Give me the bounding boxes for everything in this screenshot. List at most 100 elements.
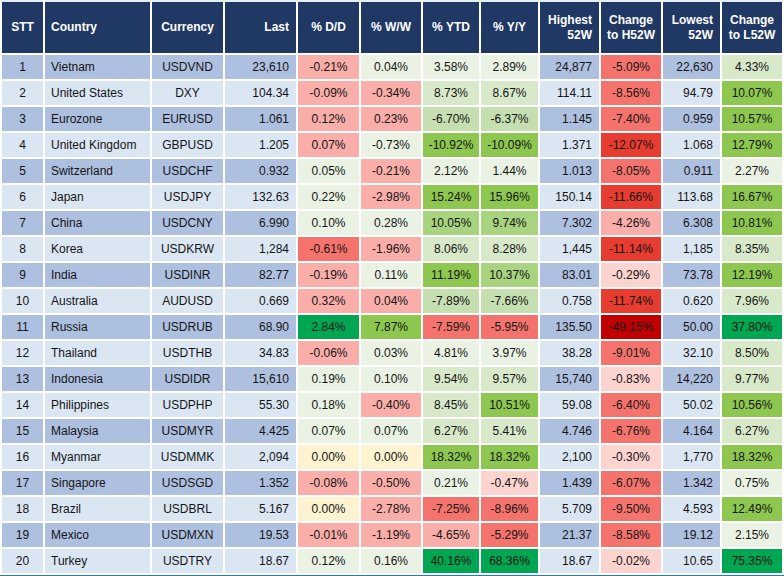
- cell-currency: USDKRW: [152, 237, 225, 263]
- cell-pct-dd: 0.00%: [298, 445, 361, 471]
- cell-pct-ytd: 40.16%: [423, 549, 481, 575]
- cell-last: 1.352: [225, 471, 298, 497]
- cell-lowest-52w: 0.959: [663, 107, 722, 133]
- cell-currency: USDCHF: [152, 159, 225, 185]
- cell-country: Vietnam: [45, 55, 152, 81]
- cell-pct-ytd: 3.58%: [423, 55, 481, 81]
- cell-chg-h52w: -9.01%: [601, 341, 663, 367]
- cell-currency: EURUSD: [152, 107, 225, 133]
- cell-pct-ww: -0.21%: [361, 159, 423, 185]
- cell-last: 1.061: [225, 107, 298, 133]
- cell-pct-yy: 9.74%: [481, 211, 540, 237]
- cell-lowest-52w: 94.79: [663, 81, 722, 107]
- cell-highest-52w: 150.14: [540, 185, 601, 211]
- cell-chg-l52w: 8.50%: [722, 341, 784, 367]
- cell-pct-ww: 0.16%: [361, 549, 423, 575]
- cell-pct-ww: 0.23%: [361, 107, 423, 133]
- cell-highest-52w: 1.145: [540, 107, 601, 133]
- cell-pct-dd: 0.05%: [298, 159, 361, 185]
- cell-pct-yy: -5.29%: [481, 523, 540, 549]
- column-header-pct-yy: % Y/Y: [481, 0, 540, 55]
- cell-country: United Kingdom: [45, 133, 152, 159]
- cell-pct-ytd: 0.21%: [423, 471, 481, 497]
- cell-country: India: [45, 263, 152, 289]
- cell-chg-l52w: 12.49%: [722, 497, 784, 523]
- table-row: 20TurkeyUSDTRY18.670.12%0.16%40.16%68.36…: [0, 549, 784, 575]
- cell-currency: USDTHB: [152, 341, 225, 367]
- cell-chg-h52w: -4.26%: [601, 211, 663, 237]
- cell-highest-52w: 0.758: [540, 289, 601, 315]
- cell-currency: USDCNY: [152, 211, 225, 237]
- cell-last: 23,610: [225, 55, 298, 81]
- cell-lowest-52w: 1,770: [663, 445, 722, 471]
- cell-pct-ytd: 2.12%: [423, 159, 481, 185]
- cell-stt: 13: [0, 367, 45, 393]
- cell-chg-h52w: -6.07%: [601, 471, 663, 497]
- cell-pct-ytd: 10.05%: [423, 211, 481, 237]
- table-row: 6JapanUSDJPY132.630.22%-2.98%15.24%15.96…: [0, 185, 784, 211]
- cell-pct-ww: -2.78%: [361, 497, 423, 523]
- cell-last: 132.63: [225, 185, 298, 211]
- cell-pct-yy: 5.41%: [481, 419, 540, 445]
- column-header-highest-52w: Highest 52W: [540, 0, 601, 55]
- cell-stt: 18: [0, 497, 45, 523]
- cell-highest-52w: 38.28: [540, 341, 601, 367]
- cell-pct-dd: 2.84%: [298, 315, 361, 341]
- table-row: 9IndiaUSDINR82.77-0.19%0.11%11.19%10.37%…: [0, 263, 784, 289]
- cell-lowest-52w: 1.068: [663, 133, 722, 159]
- cell-pct-dd: -0.21%: [298, 55, 361, 81]
- cell-pct-yy: 68.36%: [481, 549, 540, 575]
- cell-stt: 16: [0, 445, 45, 471]
- table-row: 1VietnamUSDVND23,610-0.21%0.04%3.58%2.89…: [0, 55, 784, 81]
- cell-pct-dd: -0.06%: [298, 341, 361, 367]
- cell-chg-h52w: -0.30%: [601, 445, 663, 471]
- cell-chg-l52w: 7.96%: [722, 289, 784, 315]
- table-row: 5SwitzerlandUSDCHF0.9320.05%-0.21%2.12%1…: [0, 159, 784, 185]
- cell-chg-h52w: -11.14%: [601, 237, 663, 263]
- column-header-pct-ww: % W/W: [361, 0, 423, 55]
- cell-chg-h52w: -8.56%: [601, 81, 663, 107]
- table-row: 16MyanmarUSDMMK2,0940.00%0.00%18.32%18.3…: [0, 445, 784, 471]
- column-header-last: Last: [225, 0, 298, 55]
- cell-pct-yy: -0.47%: [481, 471, 540, 497]
- cell-lowest-52w: 6.308: [663, 211, 722, 237]
- fx-table-container: STTCountryCurrencyLast% D/D% W/W% YTD% Y…: [0, 0, 784, 576]
- cell-chg-h52w: -5.09%: [601, 55, 663, 81]
- cell-pct-ww: 0.28%: [361, 211, 423, 237]
- cell-pct-dd: 0.12%: [298, 107, 361, 133]
- cell-highest-52w: 5.709: [540, 497, 601, 523]
- cell-currency: USDINR: [152, 263, 225, 289]
- cell-chg-l52w: 10.81%: [722, 211, 784, 237]
- cell-last: 82.77: [225, 263, 298, 289]
- cell-currency: USDSGD: [152, 471, 225, 497]
- cell-stt: 3: [0, 107, 45, 133]
- cell-chg-l52w: 8.35%: [722, 237, 784, 263]
- cell-currency: GBPUSD: [152, 133, 225, 159]
- cell-last: 5.167: [225, 497, 298, 523]
- cell-chg-l52w: 10.57%: [722, 107, 784, 133]
- cell-chg-h52w: -0.29%: [601, 263, 663, 289]
- cell-lowest-52w: 19.12: [663, 523, 722, 549]
- table-row: 13IndonesiaUSDIDR15,6100.19%0.10%9.54%9.…: [0, 367, 784, 393]
- cell-country: Mexico: [45, 523, 152, 549]
- cell-chg-h52w: -12.07%: [601, 133, 663, 159]
- cell-country: Malaysia: [45, 419, 152, 445]
- cell-lowest-52w: 10.65: [663, 549, 722, 575]
- cell-chg-l52w: 9.77%: [722, 367, 784, 393]
- cell-currency: AUDUSD: [152, 289, 225, 315]
- cell-stt: 2: [0, 81, 45, 107]
- column-header-pct-ytd: % YTD: [423, 0, 481, 55]
- cell-lowest-52w: 4.164: [663, 419, 722, 445]
- cell-last: 104.34: [225, 81, 298, 107]
- cell-chg-h52w: -6.40%: [601, 393, 663, 419]
- cell-lowest-52w: 1,185: [663, 237, 722, 263]
- cell-pct-ww: -1.96%: [361, 237, 423, 263]
- cell-pct-dd: -0.09%: [298, 81, 361, 107]
- cell-chg-l52w: 75.35%: [722, 549, 784, 575]
- table-row: 3EurozoneEURUSD1.0610.12%0.23%-6.70%-6.3…: [0, 107, 784, 133]
- cell-stt: 14: [0, 393, 45, 419]
- cell-chg-h52w: -8.58%: [601, 523, 663, 549]
- cell-stt: 7: [0, 211, 45, 237]
- column-header-stt: STT: [0, 0, 45, 55]
- cell-country: Myanmar: [45, 445, 152, 471]
